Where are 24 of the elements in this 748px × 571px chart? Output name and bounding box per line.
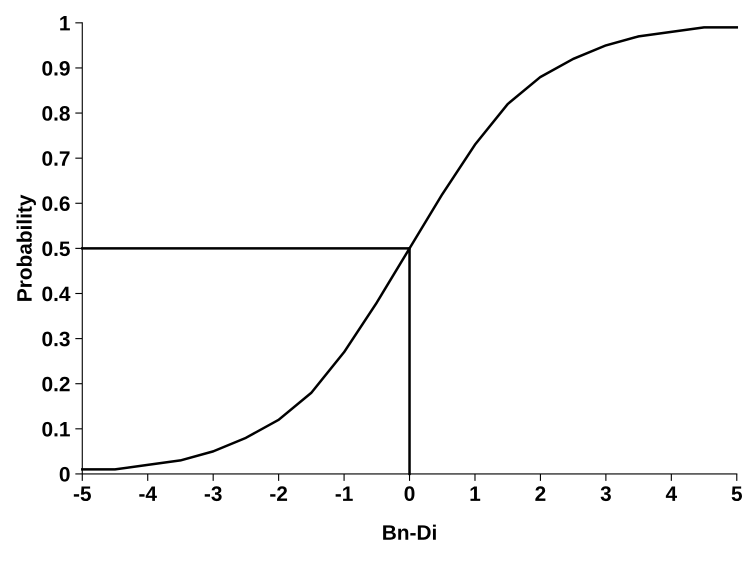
x-tick-label: -1 [336,486,353,501]
y-tick-label: 0.9 [42,60,70,76]
x-tick-label: 0 [404,486,414,502]
x-tick-label: -4 [139,486,157,501]
x-tick-label: -5 [74,486,91,502]
x-tick-label: -3 [204,486,222,502]
x-tick-label: 5 [732,486,742,502]
x-tick-label: -2 [270,486,288,501]
y-tick-label: 0.3 [42,332,70,346]
x-tick-label: 4 [666,486,678,501]
x-tick-label: 1 [470,486,480,501]
y-tick-label: 0.7 [42,151,70,166]
y-tick-label: 0.6 [42,196,70,212]
y-axis-title: Probability [16,194,36,301]
x-tick-label: 2 [535,486,546,501]
y-tick-label: 0.8 [42,106,70,121]
x-axis-title: Bn-Di [383,524,436,540]
y-tick-label: 0.2 [42,376,70,392]
y-tick-label: 0.5 [42,241,70,256]
y-tick-label: 0.4 [42,286,70,302]
x-tick-label: 3 [600,486,611,502]
y-tick-label: 1 [60,16,70,30]
y-tick-label: 0 [60,466,70,482]
y-tick-label: 0.1 [42,422,70,437]
